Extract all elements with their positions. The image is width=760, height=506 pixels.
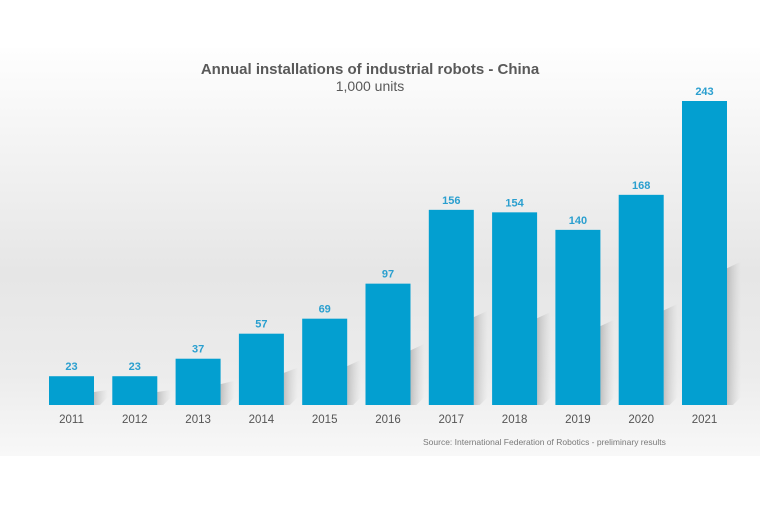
x-tick-label-2014: 2014 [249, 414, 275, 426]
x-tick-label-2020: 2020 [628, 414, 654, 426]
bar-2013 [175, 358, 221, 405]
bar-2021 [682, 101, 727, 405]
x-tick-label-2013: 2013 [185, 414, 211, 426]
bar-shadow [157, 389, 172, 405]
bar-2015 [302, 318, 348, 405]
bar-2019 [555, 229, 601, 405]
bar-shadow [727, 261, 741, 405]
data-label-2018: 154 [505, 197, 524, 209]
data-label-2015: 69 [319, 304, 331, 316]
data-label-2016: 97 [382, 269, 394, 281]
bar-2018 [492, 212, 538, 405]
data-label-2014: 57 [255, 319, 267, 331]
chart-subtitle: 1,000 units [335, 78, 405, 94]
x-tick-label-2018: 2018 [502, 414, 528, 426]
data-label-2017: 156 [442, 195, 460, 207]
bars [49, 101, 727, 405]
x-tick-label-2021: 2021 [692, 414, 718, 426]
chart-title: Annual installations of industrial robot… [200, 61, 540, 78]
x-tick-label-2015: 2015 [312, 414, 338, 426]
bar-shadow [220, 380, 235, 405]
bar-2014 [238, 333, 284, 405]
x-axis-ticks: 2011 2012 2013 2014 2015 2016 2017 2018 2019 2020… [59, 414, 717, 426]
bar-2017 [428, 209, 474, 405]
data-label-2013: 37 [192, 344, 204, 356]
bar-shadow [410, 343, 425, 405]
bar-2012 [112, 376, 158, 405]
source-note: Source: International Federation of Robo… [423, 437, 666, 447]
data-label-2021: 243 [695, 86, 713, 98]
bar-shadow [473, 310, 488, 405]
x-tick-label-2011: 2011 [59, 414, 84, 426]
bar-shadow [347, 359, 362, 405]
data-labels: 23 23 37 57 69 97 156 154 140 168 243 [65, 86, 713, 373]
bar-shadows [94, 261, 741, 405]
bar-2016 [365, 283, 411, 405]
x-tick-label-2019: 2019 [565, 414, 591, 426]
data-label-2012: 23 [129, 361, 141, 373]
bar-shadow [283, 367, 298, 405]
data-label-2020: 168 [632, 180, 650, 192]
data-label-2011: 23 [65, 361, 77, 373]
bar-shadow [600, 319, 615, 405]
bar-shadow [663, 303, 678, 405]
data-label-2019: 140 [569, 215, 587, 227]
bar-shadow [94, 389, 108, 405]
bar-2011 [49, 376, 94, 405]
x-tick-label-2016: 2016 [375, 414, 401, 426]
x-tick-label-2017: 2017 [439, 414, 465, 426]
bar-shadow [537, 311, 552, 405]
x-tick-label-2012: 2012 [122, 414, 148, 426]
bar-2020 [618, 194, 664, 405]
